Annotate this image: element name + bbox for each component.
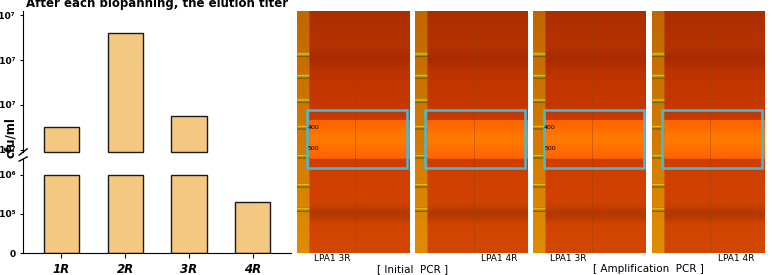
Bar [307,110,407,168]
Bar [108,175,143,253]
Text: 400: 400 [307,125,320,130]
Text: [ Amplification  PCR ]: [ Amplification PCR ] [594,264,704,274]
Bar [44,175,79,253]
Text: 500: 500 [544,147,556,152]
Text: LPA1 3R: LPA1 3R [550,254,587,263]
Bar [44,127,79,152]
Bar [543,110,644,168]
Text: LPA1 4R: LPA1 4R [718,254,754,263]
Bar [662,110,762,168]
Bar [108,33,143,152]
Text: 500: 500 [307,147,319,152]
Text: [ Initial  PCR ]: [ Initial PCR ] [377,264,448,274]
Text: cfu/ml: cfu/ml [4,117,17,158]
Bar [235,202,270,253]
Title: After each biopanning, the elution titer: After each biopanning, the elution titer [26,0,288,10]
Text: 400: 400 [544,125,556,130]
Bar [425,110,526,168]
Bar [171,175,207,253]
Text: LPA1 4R: LPA1 4R [482,254,518,263]
Bar [171,116,207,152]
Text: LPA1 3R: LPA1 3R [313,254,350,263]
